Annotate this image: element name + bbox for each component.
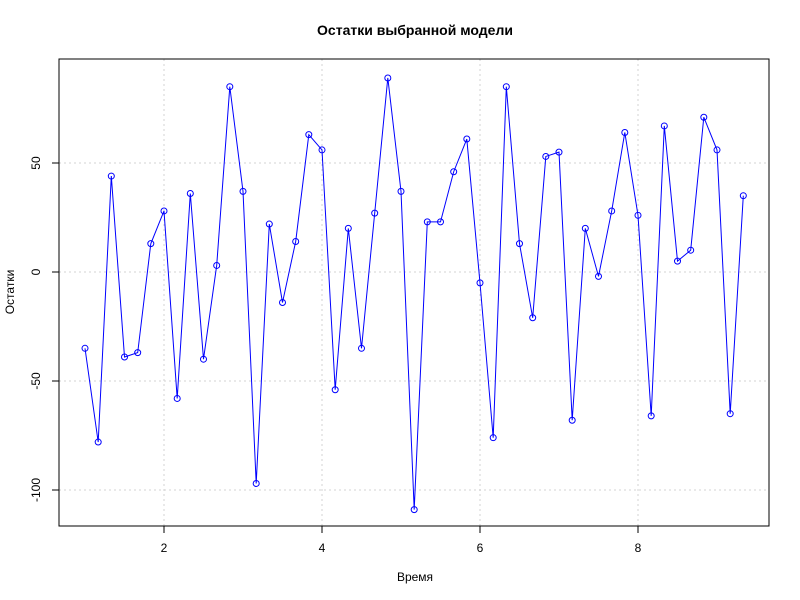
y-axis-label: Остатки	[3, 270, 17, 315]
data-point	[279, 299, 286, 307]
data-point	[134, 349, 142, 357]
data-point	[463, 135, 471, 143]
data-point	[239, 187, 247, 195]
y-tick-label: 50	[29, 156, 43, 170]
x-tick-label: 2	[161, 541, 168, 555]
data-point	[318, 146, 326, 154]
data-point	[674, 257, 681, 265]
x-tick-label: 8	[635, 541, 642, 555]
y-axis-ticks: -100 -50 0 50	[29, 156, 59, 502]
data-point	[160, 207, 168, 215]
data-point	[568, 416, 576, 424]
x-tick-label: 4	[319, 541, 326, 555]
data-point	[397, 187, 405, 195]
data-point	[660, 122, 668, 130]
data-point	[200, 355, 207, 363]
y-tick-label: -50	[29, 372, 43, 390]
data-point	[502, 83, 510, 91]
chart-title: Остатки выбранной модели	[317, 22, 513, 38]
series-layer	[81, 74, 747, 514]
data-point	[595, 272, 602, 280]
data-point	[634, 211, 642, 219]
x-axis-ticks: 2 4 6 8	[161, 526, 642, 555]
data-point	[265, 220, 273, 228]
data-point	[489, 434, 497, 442]
data-point	[555, 148, 563, 156]
data-point	[713, 146, 721, 154]
data-point	[147, 240, 155, 248]
data-point	[687, 246, 695, 254]
data-point	[450, 168, 458, 176]
data-point	[331, 386, 339, 394]
plot-area-frame	[58, 58, 770, 527]
data-point	[581, 224, 589, 232]
data-point	[252, 479, 260, 487]
data-point	[213, 261, 221, 269]
data-point	[173, 394, 181, 402]
data-point	[621, 128, 629, 136]
x-axis-label: Время	[397, 570, 433, 584]
data-point	[121, 353, 128, 361]
data-point	[700, 113, 708, 121]
data-point	[81, 344, 89, 352]
series-line	[84, 77, 744, 510]
data-point	[371, 209, 379, 217]
data-point	[542, 152, 550, 160]
y-tick-label: -100	[29, 478, 43, 502]
y-tick-label: 0	[29, 268, 43, 275]
data-point	[726, 410, 734, 418]
data-point	[516, 240, 523, 248]
data-point	[739, 192, 747, 200]
data-point	[608, 207, 616, 215]
grid	[59, 59, 769, 526]
data-point	[647, 412, 655, 420]
data-point	[186, 190, 194, 198]
data-point	[529, 314, 537, 322]
data-point	[305, 131, 313, 139]
data-point	[437, 218, 444, 226]
data-point	[410, 506, 418, 514]
data-point	[94, 438, 102, 446]
data-point	[423, 218, 431, 226]
data-point	[107, 172, 115, 180]
data-point	[226, 83, 234, 91]
data-point	[384, 74, 392, 82]
data-point	[476, 279, 484, 287]
data-point	[344, 224, 352, 232]
data-point	[358, 344, 365, 352]
x-tick-label: 6	[477, 541, 484, 555]
data-point	[292, 237, 300, 245]
